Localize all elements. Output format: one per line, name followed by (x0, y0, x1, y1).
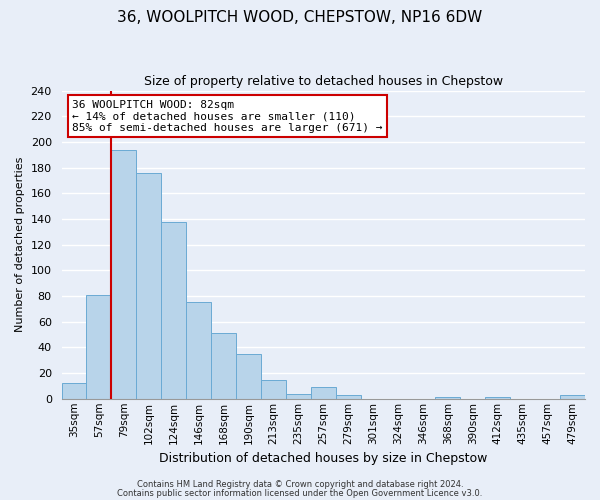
Bar (336, 395, 361, 399)
Title: Size of property relative to detached houses in Chepstow: Size of property relative to detached ho… (144, 75, 503, 88)
Bar (211, 334, 236, 399)
Bar (436, 398, 460, 399)
Bar (136, 172, 161, 399)
Bar (112, 150, 136, 399)
Bar (186, 302, 211, 399)
Bar (286, 394, 311, 399)
Text: Contains HM Land Registry data © Crown copyright and database right 2024.: Contains HM Land Registry data © Crown c… (137, 480, 463, 489)
Bar (62, 384, 86, 399)
Text: 36, WOOLPITCH WOOD, CHEPSTOW, NP16 6DW: 36, WOOLPITCH WOOD, CHEPSTOW, NP16 6DW (118, 10, 482, 25)
Bar (560, 395, 585, 399)
Text: 36 WOOLPITCH WOOD: 82sqm
← 14% of detached houses are smaller (110)
85% of semi-: 36 WOOLPITCH WOOD: 82sqm ← 14% of detach… (72, 100, 382, 133)
Bar (161, 222, 186, 399)
Y-axis label: Number of detached properties: Number of detached properties (15, 157, 25, 332)
Bar (86, 294, 112, 399)
Bar (311, 387, 336, 399)
Bar (236, 354, 261, 399)
Bar (485, 398, 510, 399)
X-axis label: Distribution of detached houses by size in Chepstow: Distribution of detached houses by size … (159, 452, 487, 465)
Text: Contains public sector information licensed under the Open Government Licence v3: Contains public sector information licen… (118, 488, 482, 498)
Bar (261, 380, 286, 399)
